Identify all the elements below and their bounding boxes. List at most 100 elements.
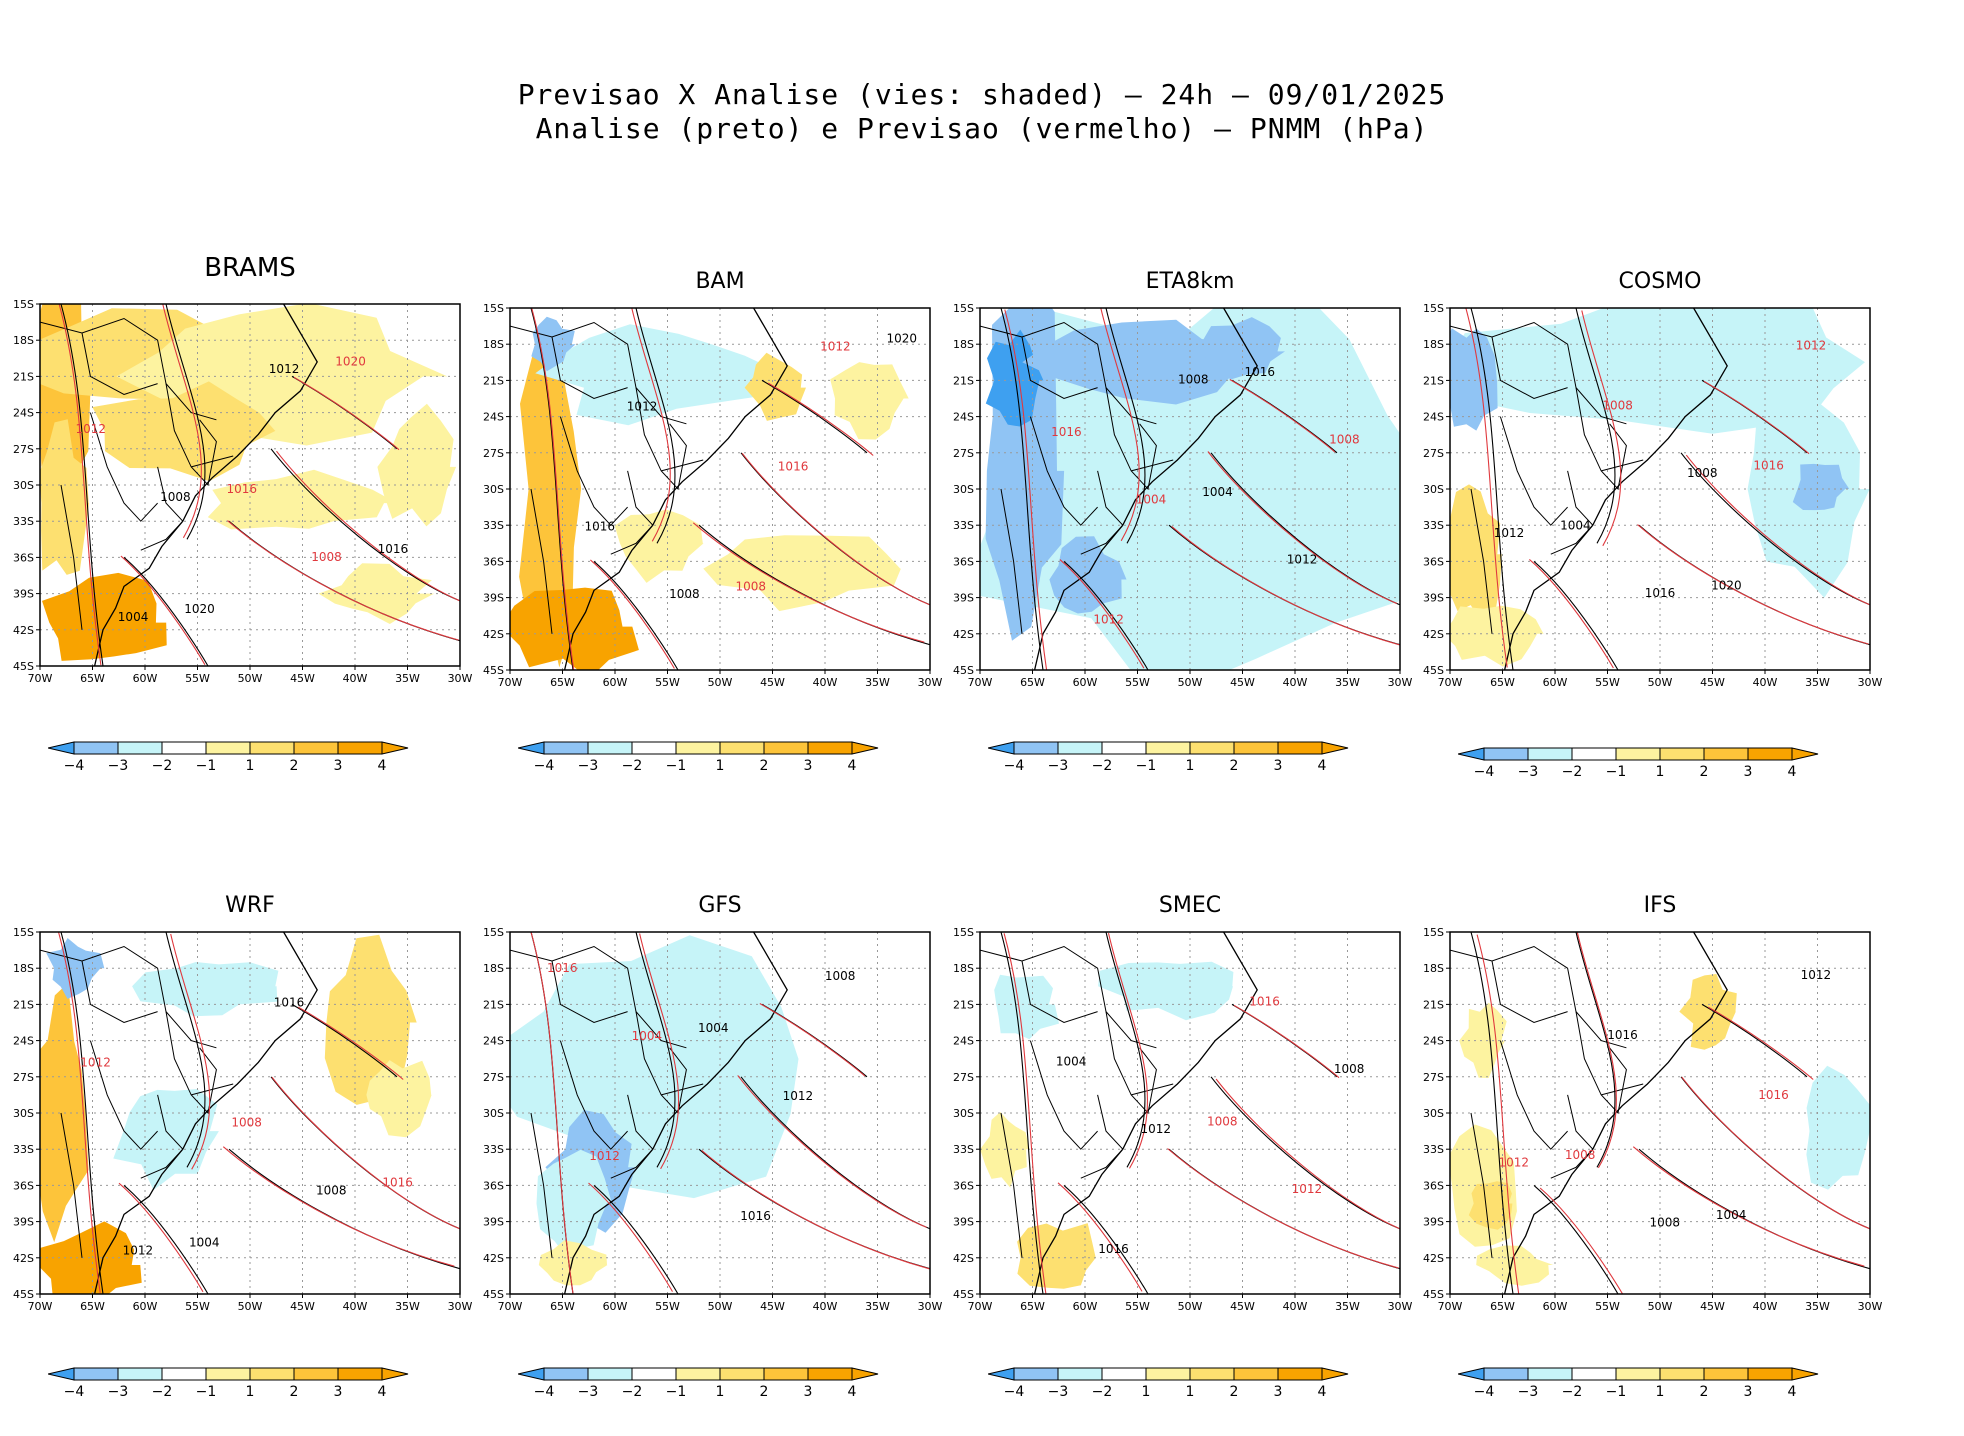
colorbar-label: −1 bbox=[1606, 1384, 1627, 1400]
colorbar-swatch bbox=[1233, 741, 1279, 755]
lon-tick-label: 50W bbox=[708, 676, 733, 689]
colorbar-swatch bbox=[719, 1367, 765, 1381]
lon-tick-label: 50W bbox=[708, 1300, 733, 1313]
contour-label: 1004 bbox=[1136, 493, 1167, 507]
forecast-isobar bbox=[1703, 380, 1810, 455]
contour-label: 1016 bbox=[1051, 425, 1082, 439]
bias-shade bbox=[535, 324, 783, 426]
bias-shade bbox=[980, 1112, 1030, 1188]
colorbar-swatch bbox=[1483, 1367, 1529, 1381]
colorbar-swatch bbox=[1145, 1367, 1191, 1381]
colorbar-label: −3 bbox=[1048, 758, 1069, 774]
colorbar-swatch bbox=[1703, 747, 1749, 761]
analysis-isobar bbox=[60, 932, 104, 1294]
lon-tick-label: 70W bbox=[968, 1300, 993, 1313]
lon-tick-label: 70W bbox=[498, 1300, 523, 1313]
colorbar-swatch bbox=[1483, 747, 1529, 761]
map-panel-wrf: WRF 1008 1012 1016 1012 1008 1016 1004 15S 18S 21S… bbox=[13, 893, 473, 1313]
colorbar-swatch bbox=[1747, 1367, 1793, 1381]
country-border bbox=[661, 459, 704, 472]
colorbar-label: 2 bbox=[290, 1384, 299, 1400]
analysis-isobar bbox=[1575, 932, 1616, 1168]
lon-tick-label: 65W bbox=[80, 1300, 105, 1313]
contour-label: 1008 bbox=[736, 579, 767, 593]
forecast-isobar bbox=[741, 452, 930, 606]
lat-tick-label: 30S bbox=[1423, 1107, 1444, 1120]
contour-label: 1004 bbox=[632, 1029, 663, 1043]
lat-tick-label: 30S bbox=[13, 479, 34, 492]
contour-label: 1016 bbox=[585, 519, 616, 533]
country-border bbox=[1021, 336, 1098, 400]
colorbar-swatch bbox=[587, 741, 633, 755]
colorbar-swatch bbox=[337, 741, 383, 755]
colorbar-label: −2 bbox=[622, 758, 643, 774]
analysis-isobar bbox=[123, 556, 209, 666]
contour-label: 1012 bbox=[820, 339, 851, 353]
colorbar-swatch bbox=[1615, 1367, 1661, 1381]
bias-shade bbox=[46, 938, 105, 999]
lat-tick-label: 21S bbox=[953, 374, 974, 387]
analysis-isobar bbox=[530, 308, 574, 670]
colorbar-label: −1 bbox=[666, 758, 687, 774]
lon-tick-label: 30W bbox=[1858, 676, 1883, 689]
forecast-isobar bbox=[588, 1182, 673, 1292]
lat-tick-label: 33S bbox=[483, 519, 504, 532]
colorbar-swatch bbox=[337, 1367, 383, 1381]
colorbar-label: 2 bbox=[1230, 758, 1239, 774]
lat-tick-label: 21S bbox=[1423, 374, 1444, 387]
lon-tick-label: 70W bbox=[1438, 676, 1463, 689]
map-panel-gfs: GFS 1008 1004 1012 1012 1016 1016 1004 15S 18S 21S… bbox=[483, 893, 943, 1313]
bias-shade bbox=[113, 1089, 219, 1191]
lat-tick-label: 18S bbox=[13, 962, 34, 975]
contour-label: 1008 bbox=[316, 1183, 347, 1197]
lat-tick-label: 15S bbox=[953, 302, 974, 315]
contour-label: 1004 bbox=[1202, 485, 1233, 499]
colorbar-swatch bbox=[675, 1367, 721, 1381]
forecast-isobar bbox=[1171, 525, 1400, 646]
country-border bbox=[1021, 960, 1098, 1024]
lat-tick-label: 27S bbox=[13, 443, 34, 456]
analysis-isobar bbox=[123, 1184, 209, 1294]
forecast-isobar bbox=[1529, 558, 1614, 669]
colorbar-swatch bbox=[205, 1367, 251, 1381]
colorbar-swatch bbox=[1101, 741, 1147, 755]
country-border bbox=[1567, 1094, 1594, 1150]
contour-label: 1016 bbox=[1645, 586, 1676, 600]
lon-tick-label: 65W bbox=[550, 1300, 575, 1313]
forecast-isobar bbox=[737, 1075, 927, 1228]
lon-tick-label: 60W bbox=[1073, 1300, 1098, 1313]
colorbar-label: −3 bbox=[578, 758, 599, 774]
contour-label: 1008 bbox=[1565, 1148, 1596, 1162]
lat-tick-label: 33S bbox=[953, 519, 974, 532]
coastline bbox=[93, 304, 318, 666]
forecast-isobar bbox=[1685, 454, 1870, 606]
forecast-isobar bbox=[530, 932, 574, 1294]
bias-shade bbox=[1017, 1223, 1096, 1289]
contour-label: 1016 bbox=[1753, 458, 1784, 472]
country-border bbox=[1105, 387, 1157, 491]
colorbar-label: −3 bbox=[1518, 1384, 1539, 1400]
forecast-isobar bbox=[1057, 1182, 1143, 1292]
country-border bbox=[1550, 524, 1594, 555]
lat-tick-label: 27S bbox=[483, 1071, 504, 1084]
lat-tick-label: 30S bbox=[13, 1107, 34, 1120]
lat-tick-label: 33S bbox=[1423, 1143, 1444, 1156]
colorbar-label: 3 bbox=[1744, 1384, 1753, 1400]
panel-title: BRAMS bbox=[204, 253, 296, 283]
lon-tick-label: 45W bbox=[290, 672, 315, 685]
colorbar-label: 1 bbox=[1186, 1384, 1195, 1400]
country-border bbox=[1567, 470, 1594, 526]
country-border bbox=[661, 1083, 704, 1096]
bias-shade bbox=[1022, 319, 1258, 405]
panel-title: IFS bbox=[1644, 893, 1677, 918]
bias-shade bbox=[1608, 318, 1794, 387]
colorbar-swatch bbox=[675, 741, 721, 755]
colorbar-label: −2 bbox=[622, 1384, 643, 1400]
contour-label: 1012 bbox=[123, 1243, 154, 1257]
colorbar-swatch bbox=[117, 741, 163, 755]
forecast-isobar bbox=[692, 522, 925, 643]
colorbar-label: 3 bbox=[1744, 764, 1753, 780]
contour-label: 1008 bbox=[1207, 1115, 1238, 1129]
lat-tick-label: 36S bbox=[953, 555, 974, 568]
colorbar-label: −3 bbox=[108, 758, 129, 774]
